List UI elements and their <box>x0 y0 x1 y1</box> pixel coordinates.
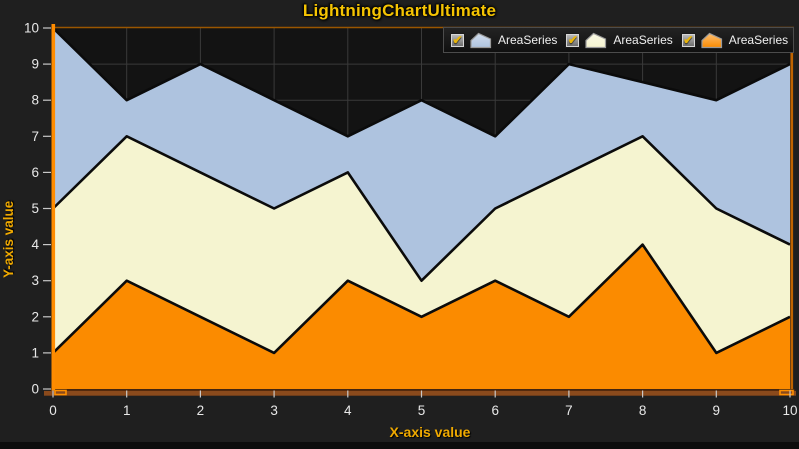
y-tick-label: 7 <box>31 129 39 144</box>
x-tick-label: 10 <box>782 403 797 418</box>
legend[interactable]: ✔ AreaSeries ✔ AreaSeries ✔ AreaSeries <box>443 27 794 53</box>
x-tick-label: 9 <box>713 403 721 418</box>
x-axis-label: X-axis value <box>389 424 471 440</box>
area-series-icon <box>470 32 492 48</box>
y-tick-label: 5 <box>31 201 39 216</box>
legend-item-0[interactable]: ✔ AreaSeries <box>450 32 558 49</box>
x-tick-label: 6 <box>491 403 499 418</box>
area-series-2-boundary <box>52 243 791 355</box>
checkmark-icon: ✔ <box>683 32 694 47</box>
checkmark-icon: ✔ <box>452 32 463 47</box>
legend-series-label: AreaSeries <box>498 33 558 47</box>
plot-border-right <box>790 27 794 389</box>
x-tick-label: 5 <box>418 403 426 418</box>
area-series-icon <box>701 32 722 48</box>
x-axis-nib-left[interactable] <box>54 389 67 396</box>
legend-checkbox-2[interactable]: ✔ <box>680 32 696 48</box>
x-axis-nib-right[interactable] <box>779 389 794 396</box>
y-tick-label: 2 <box>31 309 39 324</box>
legend-item-2[interactable]: ✔ AreaSeries <box>680 32 789 49</box>
x-tick-label: 1 <box>123 403 131 418</box>
x-tick-label: 8 <box>639 403 647 418</box>
y-tick-label: 6 <box>31 165 39 180</box>
x-axis-line <box>51 389 795 391</box>
y-tick-label: 4 <box>31 237 39 252</box>
legend-checkbox-0[interactable]: ✔ <box>450 32 465 48</box>
x-tick-label: 2 <box>197 403 205 418</box>
x-axis-strip <box>44 390 796 396</box>
y-tick-label: 3 <box>31 273 39 288</box>
x-tick-label: 4 <box>344 403 352 418</box>
y-tick-label: 1 <box>31 345 39 360</box>
legend-series-label: AreaSeries <box>613 33 673 47</box>
x-tick-label: 0 <box>49 403 57 418</box>
y-tick-label: 10 <box>24 21 39 36</box>
y-tick-label: 9 <box>31 57 39 72</box>
legend-checkbox-1[interactable]: ✔ <box>565 32 581 48</box>
area-series-1-boundary <box>52 135 791 283</box>
legend-series-label: AreaSeries <box>728 33 789 47</box>
chart-title: LightningChartUltimate <box>302 1 497 20</box>
area-series-0-boundary <box>52 27 791 138</box>
y-tick-label: 8 <box>31 93 39 108</box>
bottom-strip <box>0 442 799 449</box>
checkmark-icon: ✔ <box>567 32 578 47</box>
x-tick-label: 7 <box>565 403 573 418</box>
area-series-icon <box>585 32 607 48</box>
y-tick-label: 0 <box>31 382 39 397</box>
legend-item-1[interactable]: ✔ AreaSeries <box>565 32 673 49</box>
x-tick-label: 3 <box>270 403 278 418</box>
y-axis-line[interactable] <box>51 24 56 391</box>
